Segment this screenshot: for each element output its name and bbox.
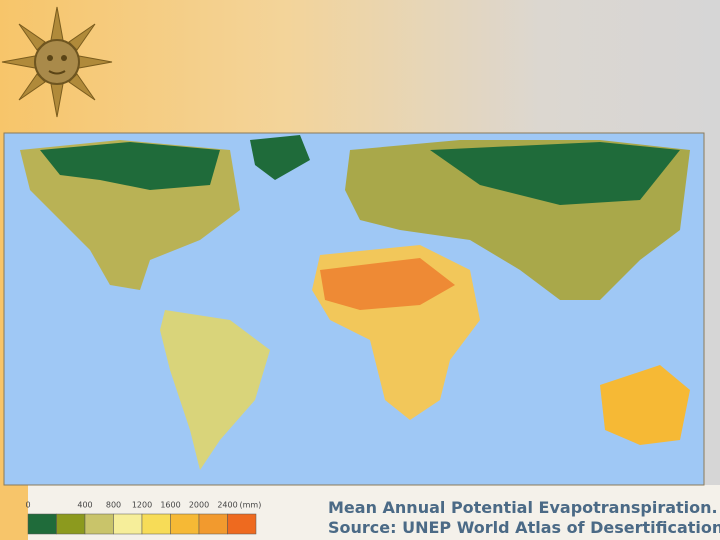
- south-america: [160, 310, 270, 470]
- legend-swatch: [84, 513, 114, 535]
- world-map: [3, 132, 705, 486]
- sun-icon: [1, 6, 113, 118]
- legend-tick-label: 1200: [132, 501, 152, 510]
- legend-swatch: [198, 513, 228, 535]
- sahara: [320, 258, 455, 310]
- legend-swatch: [227, 513, 257, 535]
- north-america-north: [40, 142, 220, 190]
- greenland: [250, 135, 310, 180]
- caption-line: Source: UNEP World Atlas of Desertificat…: [328, 518, 720, 537]
- legend-tick-label: 400: [77, 501, 92, 510]
- caption-line: Mean Annual Potential Evapotranspiration…: [328, 498, 718, 517]
- legend-unit: (mm): [240, 501, 262, 510]
- legend-swatch: [56, 513, 86, 535]
- legend-tick-label: 2000: [189, 501, 209, 510]
- legend-tick-label: 1600: [160, 501, 180, 510]
- legend-swatch: [113, 513, 143, 535]
- legend-swatch: [141, 513, 171, 535]
- legend-tick-label: 0: [25, 501, 30, 510]
- legend-tick-label: 800: [106, 501, 121, 510]
- australia: [600, 365, 690, 445]
- legend-tick-label: 2400: [217, 501, 237, 510]
- siberia: [430, 142, 680, 205]
- legend-swatch: [170, 513, 200, 535]
- legend-swatch: [27, 513, 57, 535]
- footer-edge: [0, 485, 28, 540]
